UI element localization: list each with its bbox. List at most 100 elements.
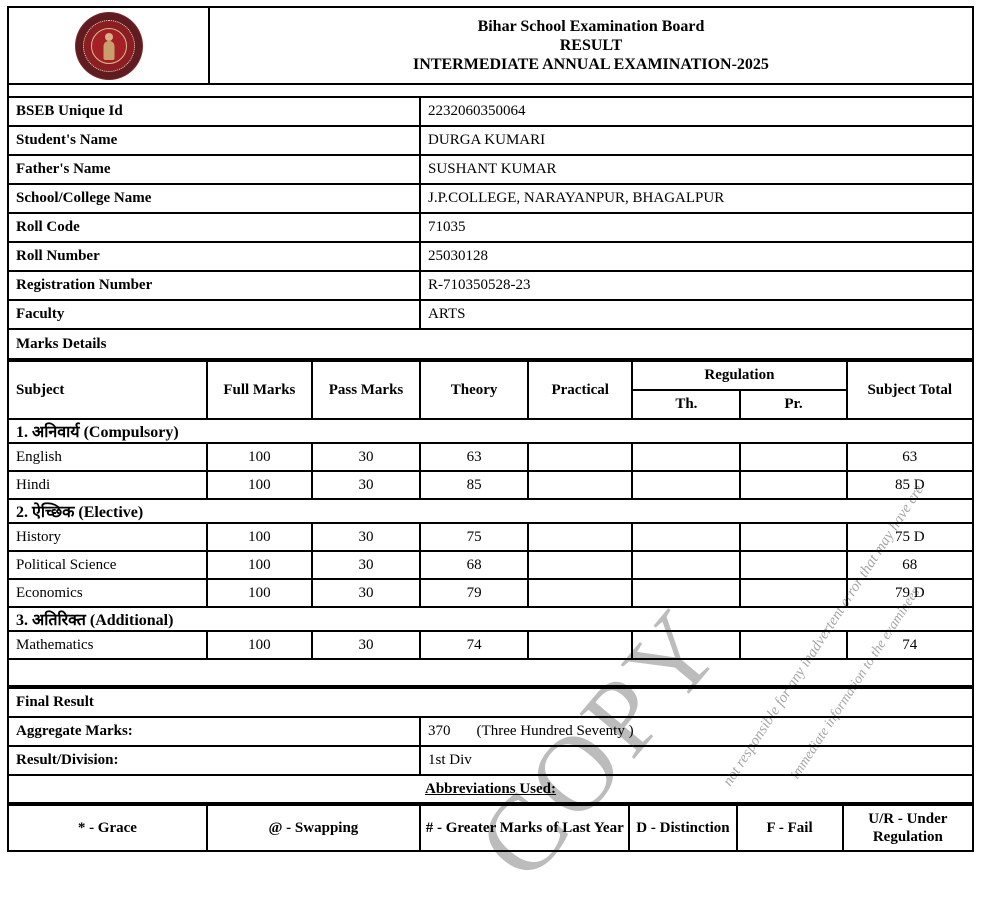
cell-regulation-th xyxy=(631,578,742,608)
section-compulsory: 1. अनिवार्य (Compulsory) xyxy=(7,418,974,444)
cell-full-marks: 100 xyxy=(205,442,313,472)
abbrev-under-regulation: U/R - Under Regulation xyxy=(841,804,975,852)
marks-header-row-1: Subject Full Marks Pass Marks Theory Pra… xyxy=(7,360,975,420)
aggregate-words: (Three Hundred Seventy ) xyxy=(476,723,634,739)
col-header-pass-marks: Pass Marks xyxy=(310,360,422,420)
result-page: Bihar School Examination Board RESULT IN… xyxy=(0,0,981,862)
cell-pass-marks: 30 xyxy=(310,470,422,500)
abbreviations-heading: Abbreviations Used: xyxy=(425,780,556,797)
detail-value: 25030128 xyxy=(419,241,974,272)
table-row: Registration Number R-710350528-23 xyxy=(6,270,974,301)
cell-subject: Political Science xyxy=(7,550,208,580)
cell-subject: Hindi xyxy=(7,470,208,500)
detail-label: Student's Name xyxy=(6,125,422,156)
cell-regulation-pr xyxy=(739,442,848,472)
header: Bihar School Examination Board RESULT IN… xyxy=(7,6,974,85)
detail-value: R-710350528-23 xyxy=(419,270,974,301)
cell-regulation-th xyxy=(631,550,742,580)
section-title: 1. अनिवार्य (Compulsory) xyxy=(7,418,974,444)
cell-subject: History xyxy=(7,522,208,552)
cell-subject-total: 63 xyxy=(845,442,975,472)
cell-theory: 63 xyxy=(419,442,530,472)
result-heading: RESULT xyxy=(559,37,623,54)
cell-subject-total: 75 D xyxy=(845,522,975,552)
cell-pass-marks: 30 xyxy=(310,442,422,472)
cell-practical xyxy=(527,522,634,552)
cell-subject: Economics xyxy=(7,578,208,608)
table-row: Hindi 100 30 85 85 D xyxy=(7,470,975,500)
result-division-value: 1st Div xyxy=(419,745,974,776)
section-elective: 2. ऐच्छिक (Elective) xyxy=(7,498,974,524)
cell-practical xyxy=(527,550,634,580)
cell-regulation-pr xyxy=(739,470,848,500)
cell-full-marks: 100 xyxy=(205,578,313,608)
section-additional: 3. अतिरिक्त (Additional) xyxy=(7,606,974,632)
cell-regulation-pr xyxy=(739,630,848,660)
col-header-regulation: Regulation xyxy=(631,360,848,391)
abbreviations-heading-cell: Abbreviations Used: xyxy=(7,774,974,804)
table-row: Faculty ARTS xyxy=(6,299,974,330)
marks-details-heading-row: Marks Details xyxy=(7,328,974,360)
detail-label: School/College Name xyxy=(6,183,422,214)
cell-full-marks: 100 xyxy=(205,550,313,580)
marks-details-heading: Marks Details xyxy=(7,328,974,360)
seal-figure xyxy=(90,27,127,64)
cell-theory: 79 xyxy=(419,578,530,608)
cell-regulation-th xyxy=(631,470,742,500)
cell-pass-marks: 30 xyxy=(310,630,422,660)
cell-practical xyxy=(527,442,634,472)
logo-cell xyxy=(9,8,210,83)
section-title: 3. अतिरिक्त (Additional) xyxy=(7,606,974,632)
abbrev-fail: F - Fail xyxy=(735,804,844,852)
detail-value: 2232060350064 xyxy=(419,96,974,127)
student-details-table: BSEB Unique Id 2232060350064 Student's N… xyxy=(6,96,974,360)
cell-pass-marks: 30 xyxy=(310,578,422,608)
col-header-regulation-pr: Pr. xyxy=(739,389,848,420)
aggregate-marks-value: 370 (Three Hundred Seventy ) xyxy=(419,716,974,747)
exam-name: INTERMEDIATE ANNUAL EXAMINATION-2025 xyxy=(413,56,769,73)
abbreviations-table: * - Grace @ - Swapping # - Greater Marks… xyxy=(7,804,975,852)
detail-label: BSEB Unique Id xyxy=(6,96,422,127)
cell-practical xyxy=(527,630,634,660)
cell-regulation-pr xyxy=(739,578,848,608)
cell-regulation-th xyxy=(631,442,742,472)
cell-theory: 68 xyxy=(419,550,530,580)
result-division-row: Result/Division: 1st Div xyxy=(6,745,974,776)
cell-practical xyxy=(527,470,634,500)
result-division-label: Result/Division: xyxy=(6,745,422,776)
col-header-subject: Subject xyxy=(7,360,208,420)
cell-subject-total: 68 xyxy=(845,550,975,580)
table-row: History 100 30 75 75 D xyxy=(7,522,975,552)
table-row: Roll Number 25030128 xyxy=(6,241,974,272)
col-header-regulation-th: Th. xyxy=(631,389,742,420)
cell-pass-marks: 30 xyxy=(310,550,422,580)
abbreviations-heading-row: Abbreviations Used: xyxy=(7,774,974,804)
cell-theory: 85 xyxy=(419,470,530,500)
cell-regulation-th xyxy=(631,630,742,660)
table-row: Political Science 100 30 68 68 xyxy=(7,550,975,580)
abbrev-swapping: @ - Swapping xyxy=(205,804,422,852)
detail-label: Roll Number xyxy=(6,241,422,272)
table-row: Mathematics 100 30 74 74 xyxy=(7,630,975,660)
aggregate-marks-label: Aggregate Marks: xyxy=(6,716,422,747)
detail-value: J.P.COLLEGE, NARAYANPUR, BHAGALPUR xyxy=(419,183,974,214)
detail-label: Faculty xyxy=(6,299,422,330)
cell-regulation-th xyxy=(631,522,742,552)
detail-value: SUSHANT KUMAR xyxy=(419,154,974,185)
col-header-full-marks: Full Marks xyxy=(205,360,313,420)
table-row: School/College Name J.P.COLLEGE, NARAYAN… xyxy=(6,183,974,214)
detail-value: 71035 xyxy=(419,212,974,243)
cell-full-marks: 100 xyxy=(205,630,313,660)
col-header-subject-total: Subject Total xyxy=(845,360,975,420)
cell-subject-total: 79 D xyxy=(845,578,975,608)
abbrev-grace: * - Grace xyxy=(7,804,208,852)
aggregate-marks-row: Aggregate Marks: 370 (Three Hundred Seven… xyxy=(6,716,974,747)
detail-value: ARTS xyxy=(419,299,974,330)
cell-subject-total: 74 xyxy=(845,630,975,660)
table-row: Economics 100 30 79 79 D xyxy=(7,578,975,608)
cell-theory: 74 xyxy=(419,630,530,660)
cell-theory: 75 xyxy=(419,522,530,552)
table-row: Roll Code 71035 xyxy=(6,212,974,243)
abbreviations-row: * - Grace @ - Swapping # - Greater Marks… xyxy=(7,804,975,852)
cell-subject-total: 85 D xyxy=(845,470,975,500)
